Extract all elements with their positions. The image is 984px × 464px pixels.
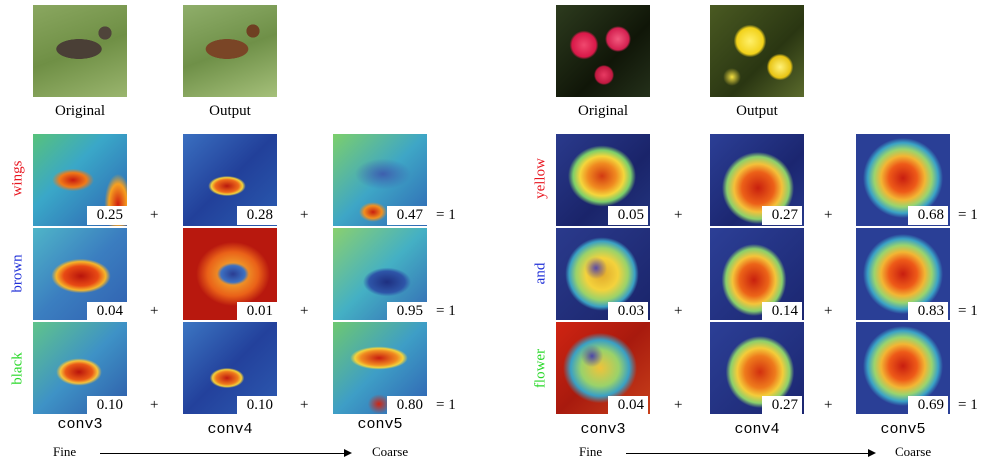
flower-original-image: [556, 5, 650, 97]
plus-sign: +: [824, 207, 833, 223]
weight-and-conv5: 0.83: [908, 302, 948, 321]
weight-yellow-conv5: 0.68: [908, 206, 948, 225]
fine-to-coarse-arrow: [100, 449, 352, 457]
equals-one: = 1: [958, 303, 978, 319]
equals-one: = 1: [436, 303, 456, 319]
scale-end-label: Coarse: [895, 444, 932, 459]
bird-output-image: [183, 5, 277, 97]
scale-end-label: Coarse: [372, 444, 409, 459]
flower-output-image: [710, 5, 804, 97]
plus-sign: +: [824, 397, 833, 413]
right-row-label-flower: flower: [532, 348, 549, 389]
plus-sign: +: [150, 207, 159, 223]
weight-and-conv3: 0.03: [608, 302, 648, 321]
weight-flower-conv5: 0.69: [908, 396, 948, 415]
weight-brown-conv5: 0.95: [387, 302, 427, 321]
weight-and-conv4: 0.14: [762, 302, 802, 321]
equals-one: = 1: [958, 397, 978, 413]
left-original-caption: Original: [55, 103, 105, 119]
left-output-caption: Output: [209, 103, 251, 119]
scale-start-label: Fine: [579, 444, 603, 459]
left-row-label-black: black: [9, 352, 26, 385]
equals-one: = 1: [436, 207, 456, 223]
left-row-label-wings: wings: [9, 160, 26, 197]
left-row-label-brown: brown: [9, 254, 26, 293]
weight-wings-conv5: 0.47: [387, 206, 427, 225]
weight-black-conv3: 0.10: [87, 396, 127, 415]
weight-flower-conv3: 0.04: [608, 396, 648, 415]
layer-label-conv5: conv5: [880, 421, 926, 438]
right-row-label-yellow: yellow: [532, 158, 549, 199]
weight-wings-conv3: 0.25: [87, 206, 127, 225]
equals-one: = 1: [958, 207, 978, 223]
plus-sign: +: [824, 303, 833, 319]
layer-label-conv3: conv3: [57, 416, 103, 433]
weight-black-conv5: 0.80: [387, 396, 427, 415]
plus-sign: +: [300, 303, 309, 319]
fine-to-coarse-arrow: [626, 449, 876, 457]
weight-wings-conv4: 0.28: [237, 206, 277, 225]
layer-label-conv4: conv4: [734, 421, 780, 438]
right-output-caption: Output: [736, 103, 778, 119]
weight-yellow-conv3: 0.05: [608, 206, 648, 225]
plus-sign: +: [674, 397, 683, 413]
weight-yellow-conv4: 0.27: [762, 206, 802, 225]
weight-flower-conv4: 0.27: [762, 396, 802, 415]
plus-sign: +: [674, 207, 683, 223]
plus-sign: +: [674, 303, 683, 319]
plus-sign: +: [150, 303, 159, 319]
weight-brown-conv3: 0.04: [87, 302, 127, 321]
plus-sign: +: [300, 207, 309, 223]
layer-label-conv3: conv3: [580, 421, 626, 438]
right-row-label-and: and: [532, 262, 549, 285]
layer-label-conv5: conv5: [357, 416, 403, 433]
scale-start-label: Fine: [53, 444, 77, 459]
plus-sign: +: [300, 397, 309, 413]
right-original-caption: Original: [578, 103, 628, 119]
equals-one: = 1: [436, 397, 456, 413]
bird-original-image: [33, 5, 127, 97]
weight-brown-conv4: 0.01: [237, 302, 277, 321]
layer-label-conv4: conv4: [207, 421, 253, 438]
weight-black-conv4: 0.10: [237, 396, 277, 415]
plus-sign: +: [150, 397, 159, 413]
